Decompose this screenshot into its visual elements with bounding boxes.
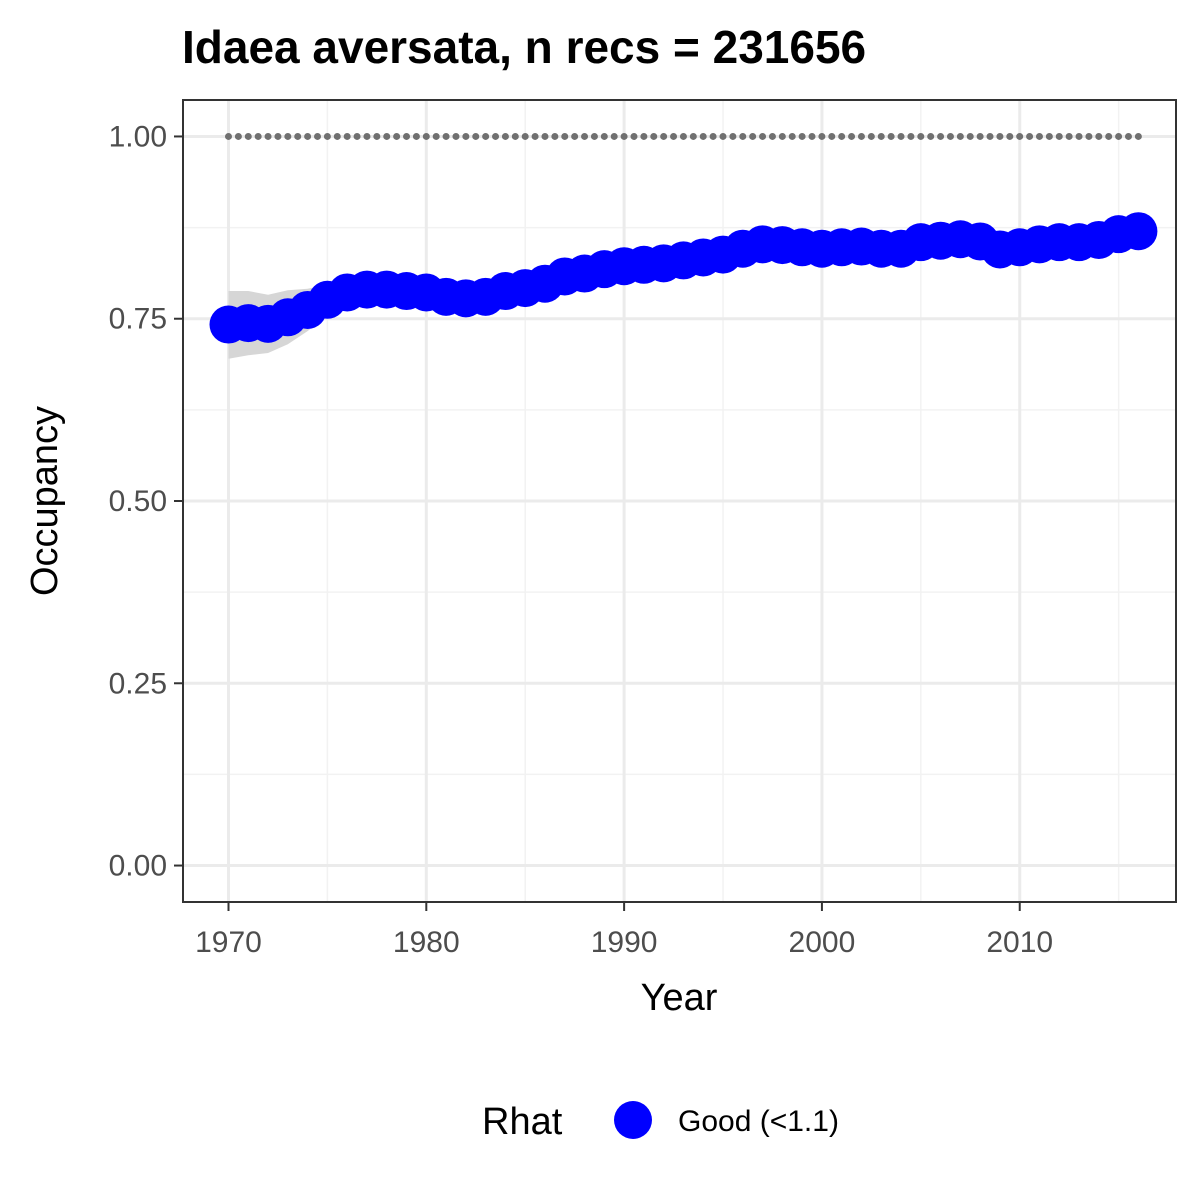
y-tick-label: 0.25 <box>109 667 167 700</box>
x-axis: 1970 1980 1990 2000 2010 <box>195 902 1053 959</box>
y-tick-label: 1.00 <box>109 120 167 153</box>
chart-title: Idaea aversata, n recs = 231656 <box>182 21 866 73</box>
data-points <box>209 212 1158 344</box>
legend-title: Rhat <box>482 1101 563 1143</box>
legend-key-good <box>614 1101 652 1139</box>
legend-label-good: Good (<1.1) <box>678 1105 839 1138</box>
y-tick-label: 0.50 <box>109 485 167 518</box>
x-tick-label: 1990 <box>591 926 658 959</box>
y-axis: 0.00 0.25 0.50 0.75 1.00 <box>109 120 183 883</box>
y-tick-label: 0.00 <box>109 850 167 883</box>
legend: Rhat Good (<1.1) <box>482 1101 839 1143</box>
x-tick-label: 1980 <box>393 926 460 959</box>
y-tick-label: 0.75 <box>109 303 167 336</box>
x-tick-label: 2010 <box>986 926 1053 959</box>
x-tick-label: 1970 <box>195 926 262 959</box>
data-point <box>1119 212 1158 251</box>
x-tick-label: 2000 <box>789 926 856 959</box>
x-axis-title: Year <box>641 977 718 1019</box>
y-axis-title: Occupancy <box>24 406 66 596</box>
